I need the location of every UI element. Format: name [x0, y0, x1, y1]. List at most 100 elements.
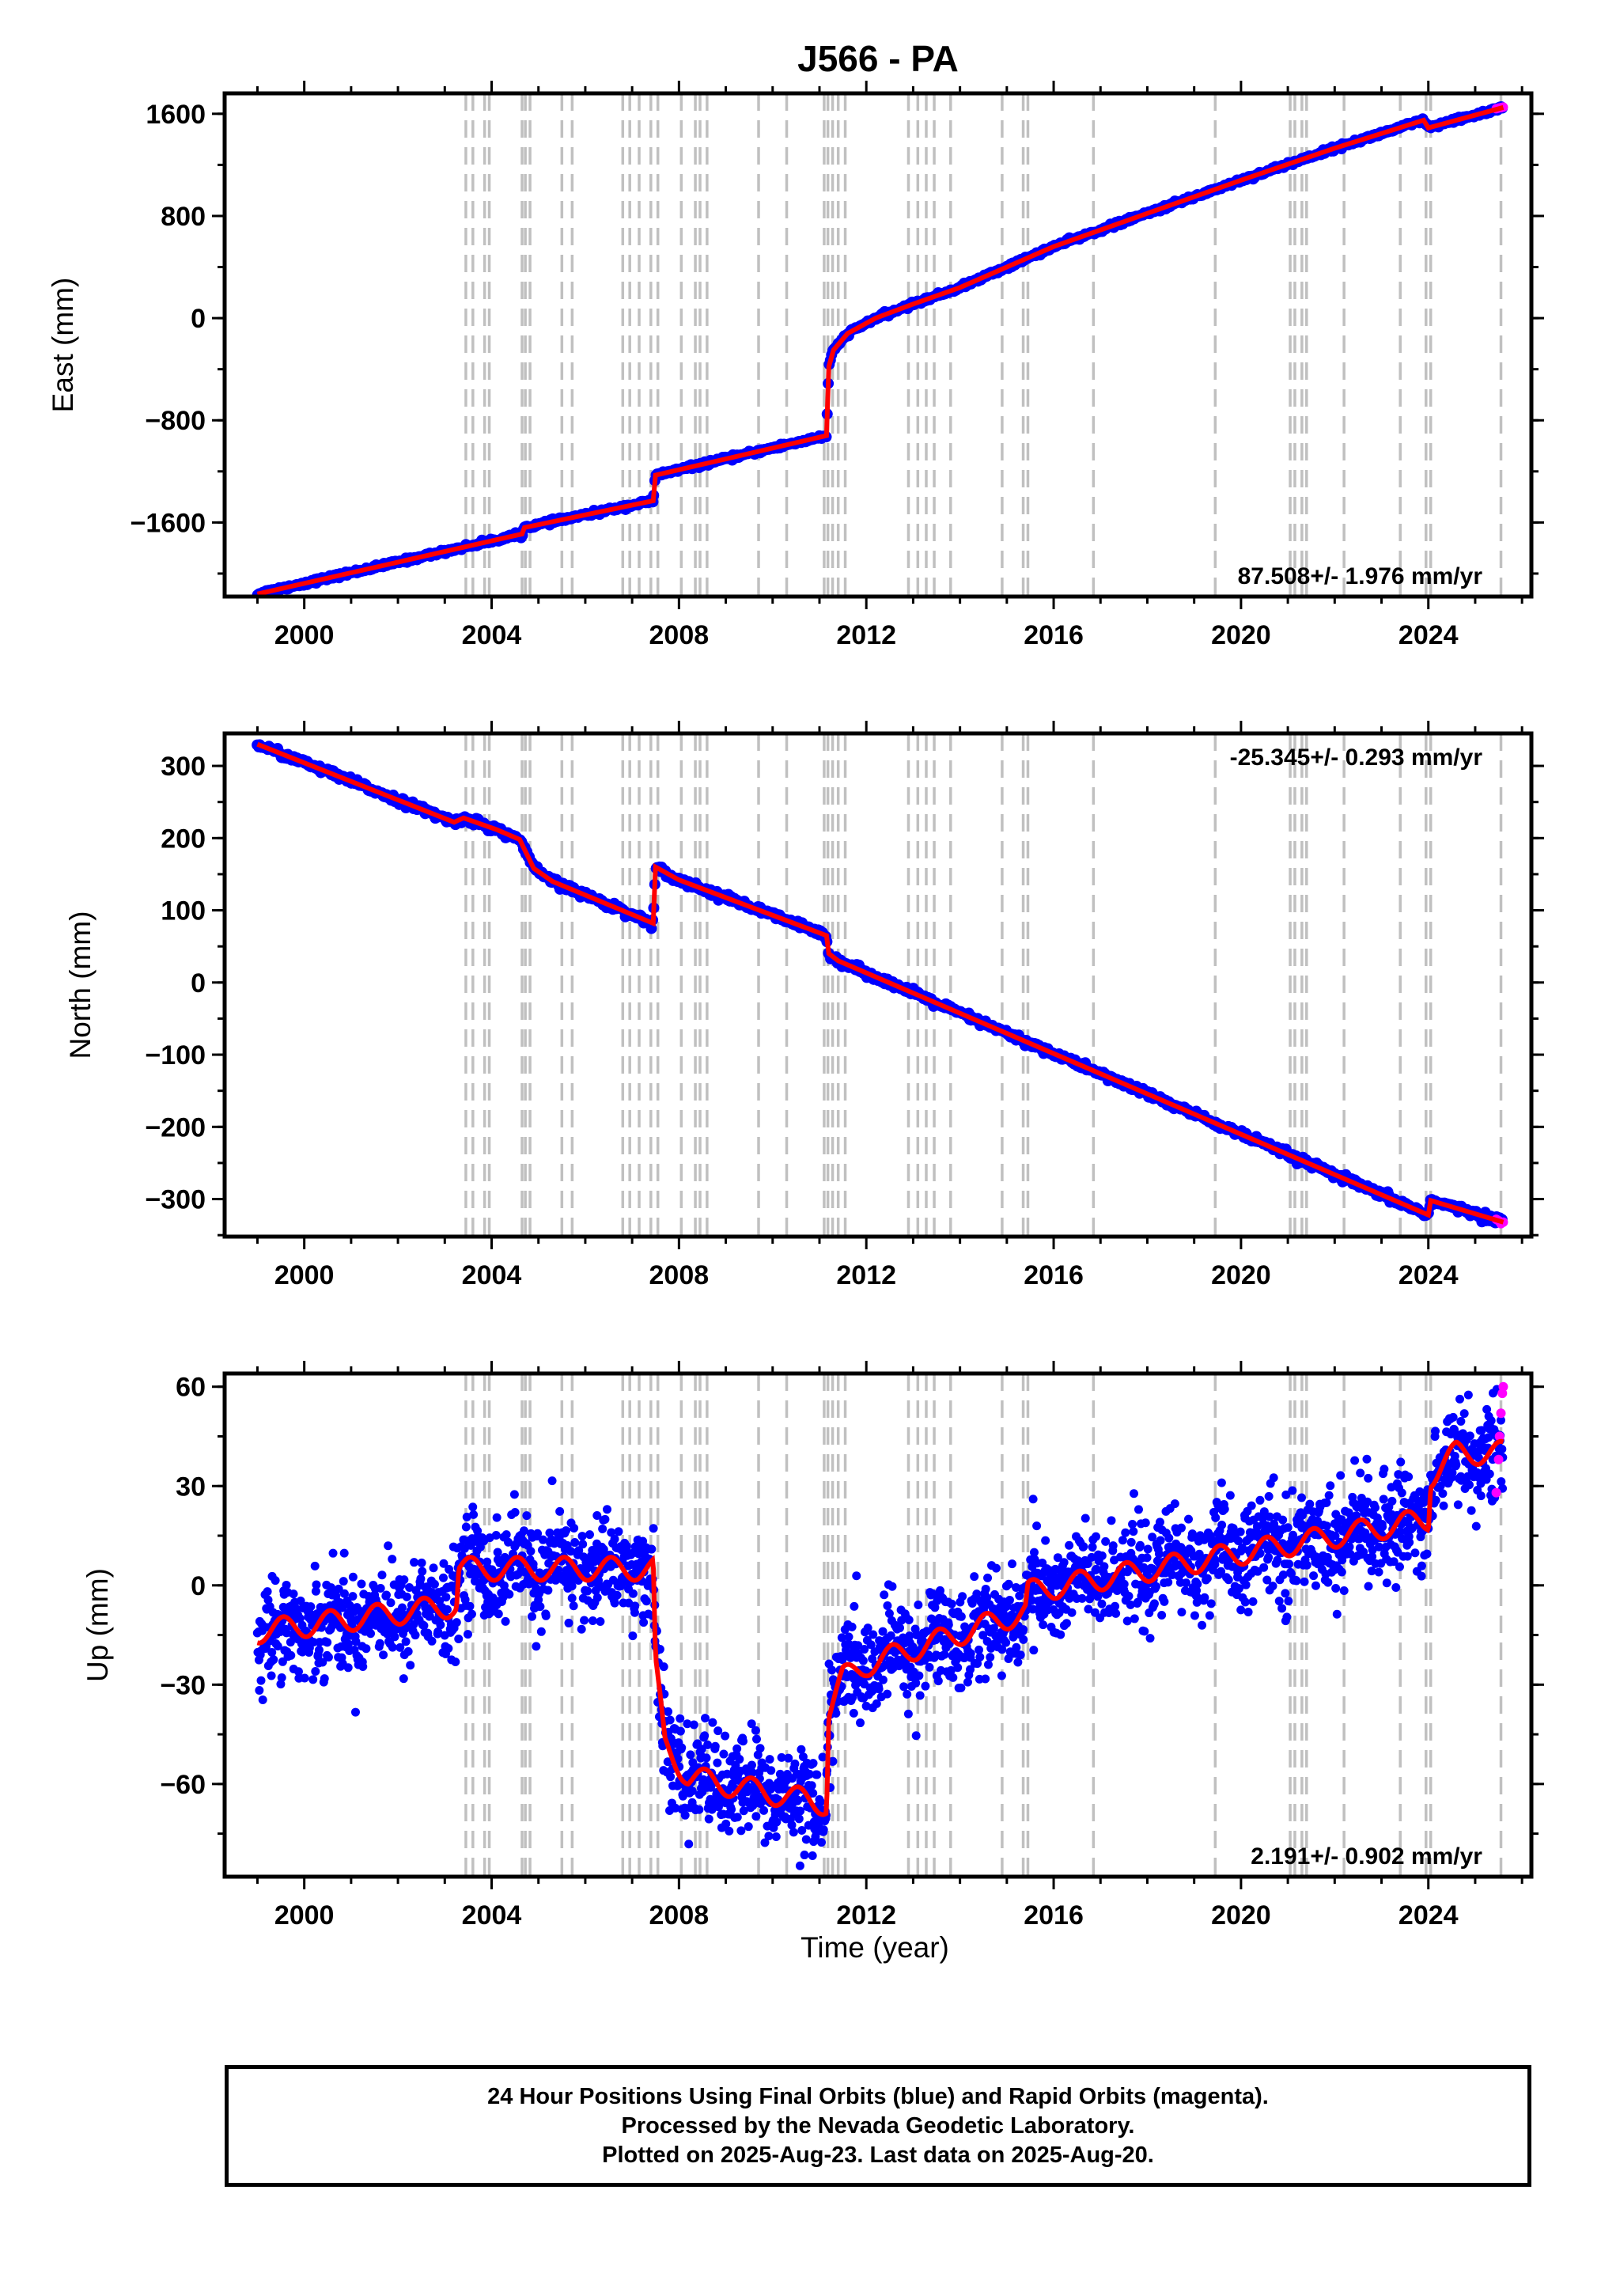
data-point — [744, 1822, 753, 1832]
data-point — [1305, 1499, 1315, 1509]
data-point — [991, 1563, 1001, 1573]
data-point — [997, 1645, 1007, 1654]
y-tick-label: −200 — [145, 1112, 206, 1142]
data-point — [470, 1576, 479, 1586]
y-tick-label: 300 — [161, 752, 206, 782]
data-point — [883, 1601, 892, 1610]
rapid-point — [1498, 1381, 1508, 1392]
data-point — [1004, 1579, 1013, 1589]
data-point — [273, 1642, 282, 1651]
data-point — [1326, 1481, 1335, 1491]
data-point — [310, 1561, 320, 1570]
data-point — [922, 1627, 932, 1636]
data-point — [748, 1768, 757, 1778]
data-point — [1154, 1549, 1164, 1559]
data-point — [536, 1602, 545, 1612]
data-point — [649, 1524, 658, 1533]
data-point — [366, 1629, 376, 1639]
data-point — [880, 1590, 889, 1600]
data-point — [1217, 1567, 1226, 1576]
data-point — [574, 1546, 584, 1555]
data-point — [282, 1580, 291, 1589]
data-point — [1277, 1604, 1287, 1613]
data-point — [721, 1731, 730, 1741]
data-point — [1346, 1549, 1355, 1559]
data-point — [1380, 1464, 1389, 1474]
data-point — [311, 1586, 320, 1596]
rapid-point — [1493, 1454, 1504, 1464]
data-point — [666, 1772, 676, 1782]
data-point — [678, 1791, 687, 1801]
data-point — [622, 1541, 631, 1551]
data-point — [442, 1605, 452, 1614]
data-point — [677, 1743, 687, 1752]
data-point — [300, 1673, 309, 1683]
data-point — [263, 1595, 273, 1605]
data-point — [1292, 1576, 1301, 1586]
data-point — [569, 1601, 578, 1611]
data-point — [1456, 1416, 1466, 1426]
data-point — [874, 1684, 884, 1694]
data-point — [545, 1529, 554, 1538]
y-tick-label: 0 — [191, 304, 206, 334]
x-tick-label: 2004 — [462, 620, 522, 650]
x-tick-label: 2024 — [1399, 1260, 1459, 1290]
data-point — [1190, 1611, 1199, 1620]
data-point — [338, 1603, 347, 1612]
data-point — [1471, 1521, 1481, 1531]
data-point — [433, 1627, 443, 1636]
data-point — [817, 1838, 827, 1847]
data-point — [295, 1614, 305, 1623]
data-point — [610, 1534, 619, 1544]
data-point — [735, 1755, 744, 1764]
data-point — [628, 1631, 638, 1641]
data-point — [1395, 1562, 1404, 1571]
data-point — [1028, 1605, 1038, 1614]
chart-title: J566 - PA — [797, 38, 959, 79]
data-point — [1194, 1549, 1204, 1559]
data-point — [1368, 1545, 1377, 1555]
data-point — [895, 1623, 905, 1633]
data-point — [541, 1611, 551, 1620]
data-point — [263, 1587, 272, 1597]
data-point — [849, 1708, 858, 1718]
data-point — [256, 1676, 266, 1685]
data-point — [1422, 1549, 1432, 1559]
data-point — [795, 1861, 804, 1870]
data-point — [948, 1673, 958, 1682]
data-point — [925, 1662, 934, 1672]
data-point — [1438, 1489, 1448, 1498]
data-point — [399, 1674, 408, 1684]
data-point — [1283, 1523, 1293, 1533]
data-point — [771, 1832, 781, 1842]
data-point — [1077, 1593, 1087, 1603]
data-point — [1067, 1608, 1077, 1617]
data-point — [1108, 1541, 1118, 1551]
data-point — [1417, 1561, 1426, 1570]
data-point — [1467, 1506, 1476, 1515]
data-point — [978, 1631, 988, 1640]
data-point — [721, 1819, 731, 1828]
data-point — [1027, 1596, 1036, 1605]
data-point — [532, 1642, 541, 1651]
data-point — [713, 1726, 723, 1736]
data-point — [818, 1752, 827, 1762]
data-point — [1274, 1597, 1284, 1606]
data-point — [1134, 1505, 1143, 1514]
data-point — [1097, 1599, 1107, 1608]
data-point — [293, 1667, 303, 1677]
data-point — [751, 1726, 760, 1735]
data-point — [402, 1592, 411, 1601]
data-point — [410, 1558, 419, 1567]
data-point — [1448, 1412, 1458, 1422]
data-point — [411, 1631, 420, 1640]
data-point — [1028, 1495, 1038, 1504]
data-point — [1278, 1515, 1288, 1525]
data-point — [747, 1760, 756, 1770]
panel-east: 2000 2004 2008 2012 2016 2020 2024−1600−800080… — [47, 81, 1544, 650]
data-point — [258, 1695, 267, 1704]
data-point — [798, 1752, 808, 1761]
data-point — [878, 1675, 888, 1684]
